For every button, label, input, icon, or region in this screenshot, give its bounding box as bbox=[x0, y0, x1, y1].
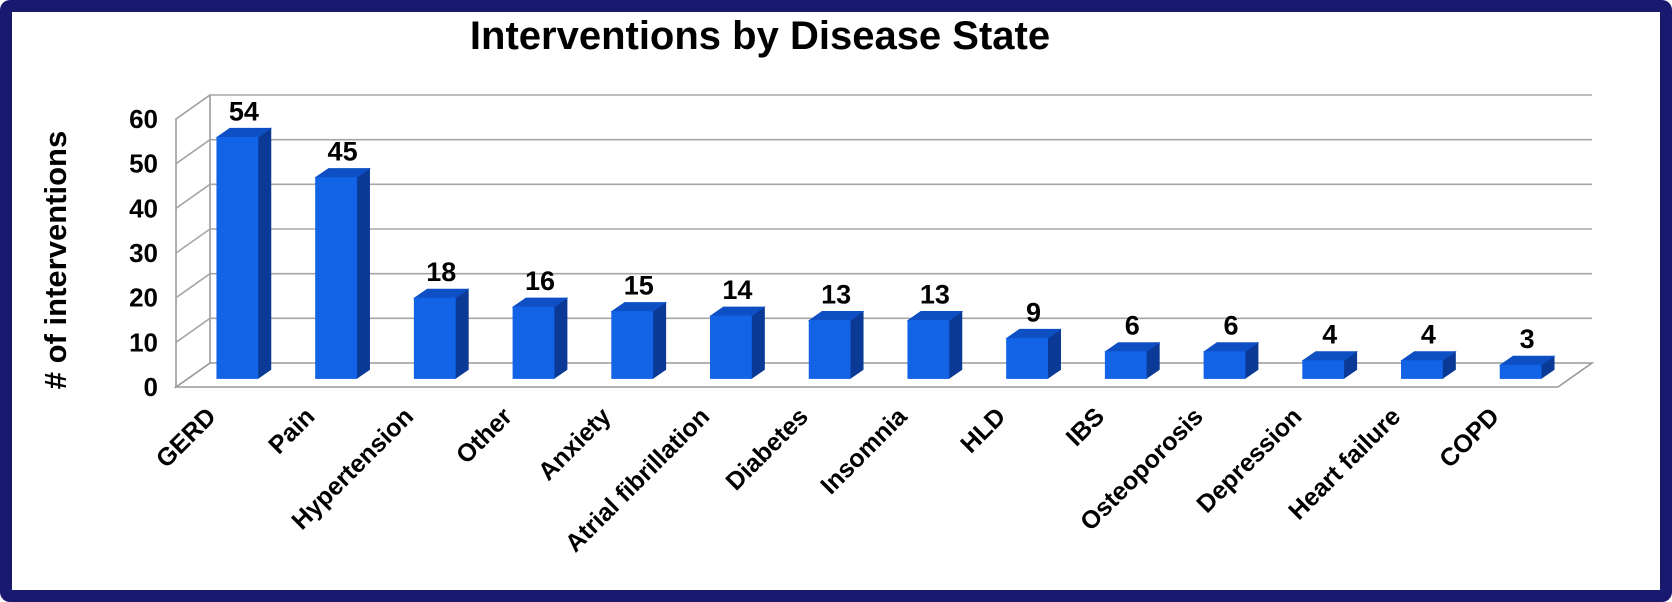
value-label: 54 bbox=[229, 96, 259, 126]
bar-pain bbox=[314, 167, 371, 380]
value-label: 6 bbox=[1223, 311, 1238, 341]
bar-hld bbox=[1005, 328, 1062, 380]
bar-depression bbox=[1301, 350, 1358, 380]
bar-side-face bbox=[553, 297, 568, 380]
y-tick-label: 10 bbox=[129, 327, 158, 357]
bar-side-face bbox=[948, 310, 963, 380]
y-tick-label: 30 bbox=[129, 238, 158, 268]
gridline-side bbox=[175, 317, 211, 343]
y-tick-label: 20 bbox=[129, 283, 158, 313]
value-label: 9 bbox=[1026, 297, 1041, 327]
gridline-side bbox=[175, 183, 211, 209]
bar-front-face bbox=[1006, 337, 1048, 379]
chart-floor bbox=[173, 362, 1595, 388]
bar-copd bbox=[1498, 355, 1556, 380]
bar-front-face bbox=[1499, 364, 1542, 379]
y-tick-label: 60 bbox=[129, 104, 158, 134]
bar-front-face bbox=[512, 306, 555, 379]
bar-front-face bbox=[216, 136, 259, 379]
value-label: 14 bbox=[722, 275, 752, 305]
y-tick-label: 50 bbox=[129, 149, 158, 179]
bar-front-face bbox=[611, 311, 654, 379]
bar-front-face bbox=[710, 315, 752, 379]
value-label: 13 bbox=[821, 279, 851, 309]
category-label: Other bbox=[451, 402, 518, 469]
bar-front-face bbox=[315, 177, 357, 379]
chart-title: Interventions by Disease State bbox=[469, 14, 1051, 58]
bar-front-face bbox=[1203, 351, 1246, 379]
bar-diabetes bbox=[807, 310, 865, 380]
category-label: Anxiety bbox=[533, 402, 617, 486]
gridline-side bbox=[175, 273, 211, 299]
category-label: GERD bbox=[151, 402, 222, 473]
category-label: COPD bbox=[1434, 402, 1505, 473]
value-label: 18 bbox=[426, 257, 456, 287]
bar-other bbox=[511, 297, 569, 380]
bar-front-face bbox=[907, 320, 950, 379]
value-label: 4 bbox=[1322, 320, 1337, 350]
value-label: 6 bbox=[1125, 311, 1140, 341]
bar-front-face bbox=[808, 320, 851, 379]
bar-side-face bbox=[751, 306, 765, 380]
bar-hypertension bbox=[413, 288, 470, 380]
bar-side-face bbox=[454, 288, 469, 380]
bar-gerd bbox=[215, 127, 273, 380]
bar-heart-failure bbox=[1400, 350, 1457, 380]
gridline-side bbox=[175, 94, 211, 120]
value-label: 16 bbox=[525, 266, 555, 296]
value-label: 4 bbox=[1421, 320, 1436, 350]
bar-front-face bbox=[413, 297, 456, 379]
category-label: HLD bbox=[955, 402, 1011, 458]
gridline-side bbox=[175, 228, 211, 254]
bar-anxiety bbox=[610, 301, 667, 380]
y-tick-label: 40 bbox=[129, 193, 158, 223]
value-label: 15 bbox=[624, 271, 654, 301]
gridline-side bbox=[175, 139, 211, 165]
bar-ibs bbox=[1104, 341, 1161, 380]
bar-front-face bbox=[1401, 360, 1443, 379]
bar-front-face bbox=[1302, 360, 1345, 379]
y-tick-label: 0 bbox=[144, 372, 158, 402]
category-label: Pain bbox=[263, 402, 320, 459]
bar-side-face bbox=[356, 167, 370, 380]
bar-osteoporosis bbox=[1202, 341, 1260, 380]
bar-insomnia bbox=[906, 310, 964, 380]
bar-side-face bbox=[257, 127, 272, 380]
bar-front-face bbox=[1104, 351, 1147, 379]
bar-side-face bbox=[849, 310, 864, 380]
category-label: IBS bbox=[1061, 402, 1110, 451]
value-label: 3 bbox=[1520, 324, 1535, 354]
category-label: Insomnia bbox=[815, 402, 913, 500]
value-label: 45 bbox=[328, 137, 358, 167]
value-label: 13 bbox=[920, 279, 950, 309]
category-label: Diabetes bbox=[720, 402, 813, 495]
bar-atrial-fibrillation bbox=[709, 306, 766, 380]
bar-side-face bbox=[652, 301, 667, 380]
